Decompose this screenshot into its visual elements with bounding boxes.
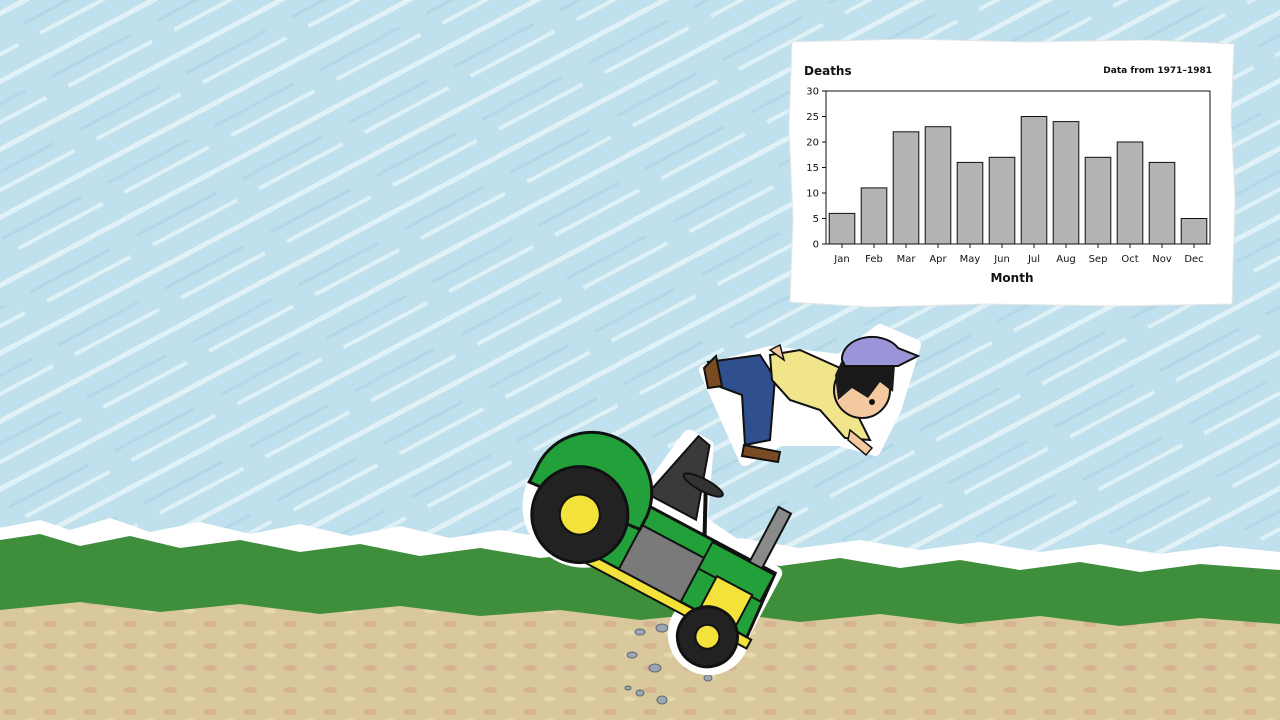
y-tick-label: 25 [806, 112, 819, 123]
chart-subtitle: Data from 1971–1981 [1103, 66, 1212, 76]
y-tick-label: 10 [806, 189, 819, 200]
x-tick-label: Jan [833, 254, 849, 265]
x-tick-label: Aug [1056, 254, 1076, 265]
x-axis-label: Month [990, 271, 1034, 285]
boy [699, 324, 921, 466]
y-tick-label: 0 [813, 240, 819, 251]
bar-aug [1052, 121, 1080, 245]
x-tick-label: Mar [897, 254, 917, 265]
bar-feb [860, 187, 888, 245]
x-tick-label: Jul [1027, 254, 1040, 265]
y-tick-label: 5 [813, 214, 819, 225]
x-tick-label: Apr [929, 254, 947, 265]
bar-chart: 0 5 10 15 20 25 30 Jan Feb Mar Apr May Jun Jul Aug Sep O… [806, 87, 1211, 265]
chart-card: 0 5 10 15 20 25 30 Jan Feb Mar Apr May Jun Jul Aug Sep O… [788, 38, 1236, 308]
tractor [522, 429, 793, 676]
bar-sep [1084, 156, 1112, 245]
dirt [0, 602, 1280, 720]
x-tick-label: Feb [865, 254, 883, 265]
bar-may [956, 161, 984, 245]
x-tick-label: Jun [993, 254, 1010, 265]
bar-nov [1148, 161, 1176, 245]
bar-dec [1180, 218, 1208, 245]
bar-jul [1020, 116, 1048, 245]
x-tick-label: May [960, 254, 981, 265]
x-tick-label: Dec [1184, 254, 1203, 265]
y-tick-label: 15 [806, 163, 819, 174]
bar-oct [1116, 141, 1144, 245]
y-tick-label: 20 [806, 138, 819, 149]
bar-apr [924, 126, 952, 245]
bar-mar [892, 131, 920, 245]
bar-jun [988, 156, 1016, 245]
x-tick-label: Sep [1089, 254, 1108, 265]
chart-card-paper: 0 5 10 15 20 25 30 Jan Feb Mar Apr May Jun Jul Aug Sep O… [788, 38, 1236, 308]
chart-title: Deaths [804, 64, 852, 78]
x-tick-label: Nov [1152, 254, 1172, 265]
x-tick-label: Oct [1121, 254, 1138, 265]
bar-jan [828, 212, 856, 245]
y-tick-label: 30 [806, 87, 819, 98]
